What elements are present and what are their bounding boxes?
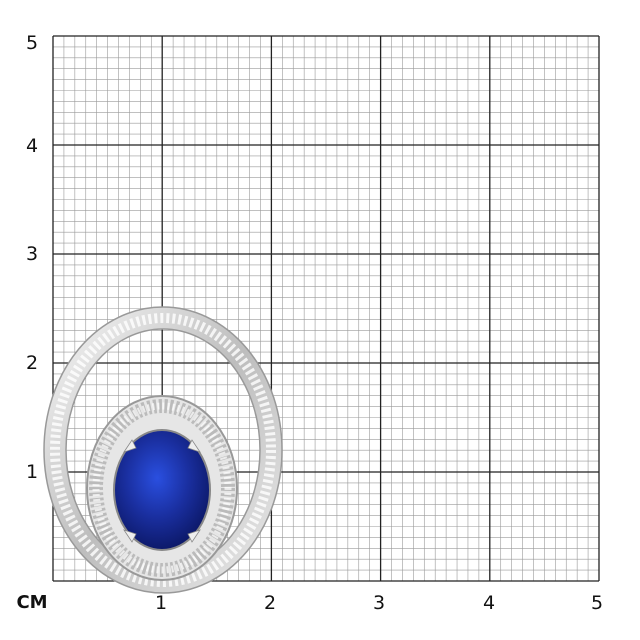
sapphire-stone	[113, 429, 211, 551]
y-label-4: 4	[26, 135, 38, 157]
axis-labels: 5 4 3 2 1 CM 1 2 3 4 5	[16, 32, 603, 614]
x-label-2: 2	[264, 592, 276, 614]
pendant-image	[43, 306, 283, 594]
y-label-3: 3	[26, 243, 38, 265]
x-label-4: 4	[483, 592, 495, 614]
y-label-2: 2	[26, 352, 38, 374]
y-label-5: 5	[26, 32, 38, 54]
x-label-5: 5	[591, 592, 603, 614]
y-label-1: 1	[26, 461, 38, 483]
x-label-1: 1	[155, 592, 167, 614]
x-label-3: 3	[373, 592, 385, 614]
unit-label: CM	[16, 592, 47, 613]
